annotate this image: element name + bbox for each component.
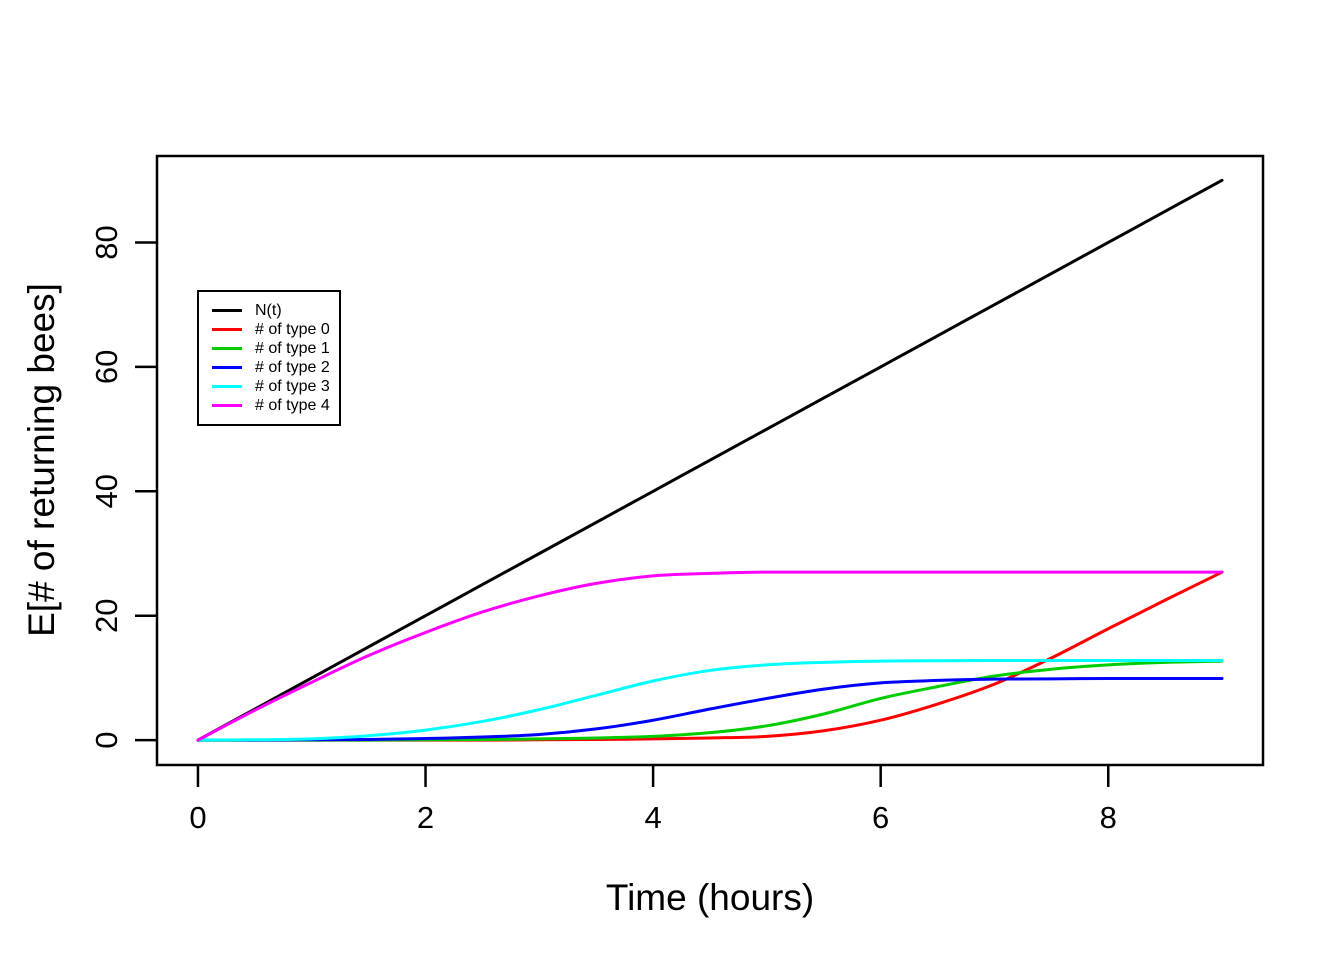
y-tick-label: 60: [89, 350, 124, 384]
x-tick-label: 0: [189, 800, 206, 835]
legend-line-swatch: [212, 328, 242, 331]
x-tick-label: 2: [417, 800, 434, 835]
series-line-of-type-2: [196, 677, 1224, 742]
legend-item: # of type 3: [212, 377, 339, 396]
series-line-n-t: [196, 178, 1224, 742]
x-axis-label: Time (hours): [605, 877, 815, 918]
y-tick-label: 80: [89, 225, 124, 259]
legend-line-swatch: [212, 385, 242, 388]
legend-item: # of type 0: [212, 320, 339, 339]
x-tick-label: 4: [644, 800, 661, 835]
legend-line-swatch: [212, 309, 242, 312]
y-tick-label: 40: [89, 474, 124, 508]
y-axis-label: E[# of returning bees]: [21, 283, 62, 637]
legend: N(t) # of type 0 # of type 1 # of type 2 # o…: [197, 290, 341, 426]
series-line-of-type-3: [196, 658, 1224, 742]
legend-label: # of type 3: [255, 378, 330, 395]
legend-line-swatch: [212, 404, 242, 407]
x-tick-label: 8: [1100, 800, 1117, 835]
series-line-of-type-4: [196, 570, 1224, 742]
legend-label: # of type 1: [255, 340, 330, 357]
legend-item: N(t): [212, 301, 339, 320]
legend-item: # of type 4: [212, 396, 339, 415]
legend-item: # of type 1: [212, 339, 339, 358]
legend-item: # of type 2: [212, 358, 339, 377]
legend-line-swatch: [212, 347, 242, 350]
legend-label: # of type 0: [255, 321, 330, 338]
y-tick-label: 0: [89, 731, 124, 748]
legend-label: N(t): [255, 302, 282, 319]
plot-box: [155, 154, 1265, 767]
legend-label: # of type 4: [255, 397, 330, 414]
legend-line-swatch: [212, 366, 242, 369]
legend-label: # of type 2: [255, 359, 330, 376]
series-line-of-type-1: [196, 659, 1224, 742]
y-tick-label: 20: [89, 598, 124, 632]
x-tick-label: 6: [872, 800, 889, 835]
